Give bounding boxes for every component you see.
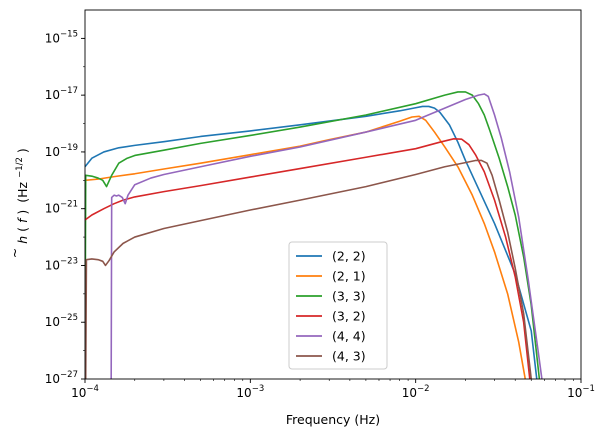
series-layer (85, 91, 543, 379)
y-tick-label: 10−17 (45, 86, 78, 102)
legend-label-3: (3, 3) (332, 289, 366, 304)
y-tick-label: 10−27 (45, 370, 78, 386)
series-line-1 (85, 105, 538, 379)
svg-text:h ( f ): h ( f ) (Hz −1/2 ) (10, 148, 30, 244)
legend-label-2: (2, 1) (332, 269, 366, 284)
series-line-5 (110, 93, 543, 379)
legend-label-4: (3, 2) (332, 309, 366, 324)
x-tick-label: 10−3 (236, 384, 264, 400)
y-tick-label: 10−23 (45, 256, 78, 272)
series-line-4 (85, 138, 531, 379)
series-line-6 (85, 159, 533, 379)
series-line-2 (85, 115, 527, 379)
y-label-open: ( (15, 227, 30, 232)
y-tick-label: 10−21 (45, 200, 78, 216)
legend-label-1: (2, 2) (332, 249, 366, 264)
y-label-tilde: ~ (7, 248, 22, 258)
x-tick-label: 10−2 (402, 384, 430, 400)
x-tick-label: 10−1 (567, 384, 595, 400)
x-tick-label: 10−4 (71, 384, 99, 400)
y-label-h: h (15, 236, 30, 244)
legend-box (288, 241, 388, 370)
y-label-f: f (15, 217, 30, 223)
legend-label-5: (4, 4) (332, 329, 366, 344)
y-tick-label: 10−15 (45, 29, 78, 45)
y-label-unit: (Hz (15, 181, 30, 202)
y-label-close: ) (15, 210, 30, 215)
x-axis-ticks: 10−4 10−3 10−2 10−1 (71, 379, 595, 400)
y-tick-label: 10−25 (45, 313, 78, 329)
y-axis-ticks: 10−27 10−25 10−23 10−21 10−19 10−17 10−15 (45, 29, 85, 386)
y-label-unit-close: ) (15, 148, 30, 153)
legend-label-6: (4, 3) (332, 349, 366, 364)
x-axis-label: Frequency (Hz) (286, 412, 380, 427)
y-label-exp: −1/2 (15, 157, 25, 178)
plot-frame (84, 9, 582, 380)
y-tick-label: 10−19 (45, 143, 78, 159)
legend: (2, 2) (2, 1) (3, 3) (3, 2) (4, 4) (4, 3) (288, 241, 388, 370)
series-line-3 (85, 91, 541, 379)
y-axis-label: h ( f ) (Hz −1/2 ) ~ (7, 148, 30, 258)
